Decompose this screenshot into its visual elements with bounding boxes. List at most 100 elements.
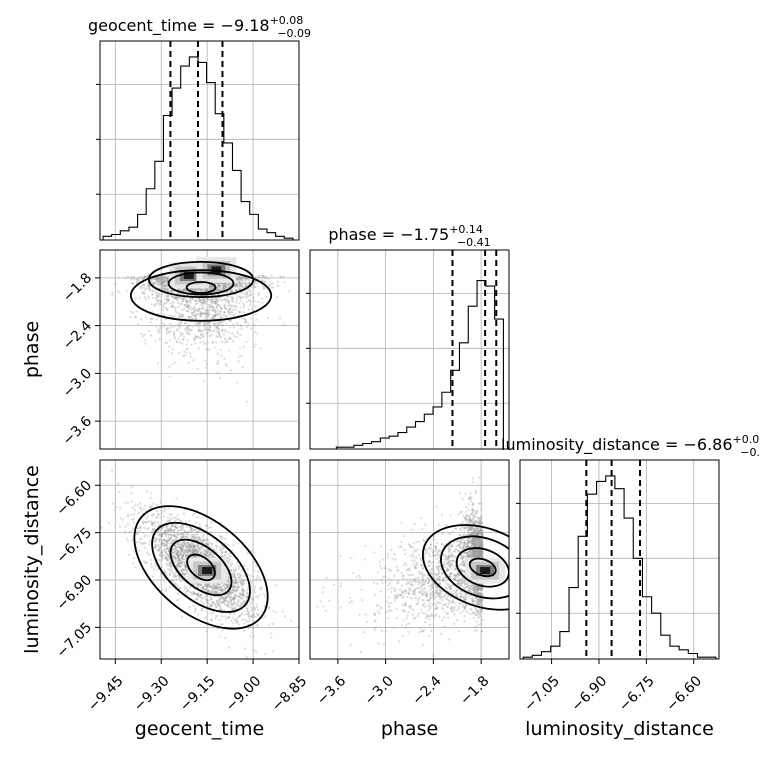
sample-point <box>232 585 235 588</box>
sample-point <box>182 551 186 554</box>
sample-point <box>200 313 203 316</box>
sample-point <box>166 295 169 299</box>
sample-point <box>247 322 250 326</box>
sample-point <box>189 544 192 548</box>
sample-point <box>161 276 164 279</box>
sample-point <box>168 534 171 537</box>
sample-point <box>165 278 168 281</box>
sample-point <box>186 541 189 544</box>
sample-point <box>166 295 169 298</box>
sample-point <box>282 323 285 326</box>
sample-point <box>190 545 193 548</box>
sample-point <box>216 352 220 356</box>
sample-point <box>207 526 211 529</box>
sample-point <box>149 334 153 337</box>
sample-point <box>138 296 141 299</box>
sample-point <box>177 559 180 563</box>
sample-point <box>111 291 114 294</box>
sample-point <box>240 569 243 572</box>
sample-point <box>206 315 209 319</box>
sample-point <box>153 281 157 284</box>
sample-point <box>155 290 158 294</box>
sample-point <box>229 337 232 340</box>
sample-point <box>218 583 221 586</box>
sample-point <box>184 299 188 303</box>
sample-point <box>167 289 170 292</box>
sample-point <box>185 569 188 572</box>
sample-point <box>229 303 232 307</box>
sample-point <box>194 544 197 547</box>
sample-point <box>158 327 162 330</box>
sample-point <box>217 287 220 290</box>
sample-point <box>194 288 197 292</box>
sample-point <box>133 277 136 281</box>
sample-point <box>136 322 140 326</box>
sample-point <box>151 282 155 285</box>
sample-point <box>219 597 222 601</box>
sample-point <box>219 600 222 603</box>
sample-point <box>256 613 259 616</box>
sample-point <box>215 289 219 292</box>
sample-point <box>211 612 214 615</box>
sample-point <box>252 615 255 618</box>
sample-point <box>176 551 179 554</box>
sample-point <box>156 537 159 540</box>
sample-point <box>209 288 212 291</box>
sample-point <box>227 560 231 563</box>
sample-point <box>210 618 213 622</box>
sample-point <box>220 284 224 287</box>
sample-point <box>169 302 172 305</box>
sample-point <box>176 592 180 596</box>
sample-point <box>171 524 174 527</box>
sample-point <box>175 578 178 581</box>
sample-point <box>240 604 243 607</box>
sample-point <box>171 348 174 351</box>
sample-point <box>165 556 168 559</box>
contour-level-1 <box>147 260 255 298</box>
sample-point <box>169 567 173 570</box>
sample-point <box>170 305 174 308</box>
sample-point <box>241 317 244 320</box>
sample-point <box>156 362 160 365</box>
sample-point <box>211 590 214 593</box>
sample-point <box>217 362 220 365</box>
sample-point <box>214 591 217 594</box>
sample-point <box>237 595 241 598</box>
sample-point <box>218 285 221 288</box>
sample-point <box>198 312 202 315</box>
sample-point <box>194 592 197 595</box>
sample-point <box>243 277 247 280</box>
sample-point <box>224 307 227 311</box>
sample-point <box>226 573 230 576</box>
sample-point <box>193 544 196 547</box>
sample-point <box>193 555 196 558</box>
sample-point <box>143 275 146 278</box>
sample-point <box>228 606 231 609</box>
sample-point <box>203 583 207 586</box>
sample-point <box>207 553 211 557</box>
sample-point <box>163 314 166 317</box>
sample-point <box>167 539 170 543</box>
sample-point <box>179 533 182 536</box>
sample-point <box>223 287 226 290</box>
sample-point <box>212 316 215 319</box>
sample-point <box>163 556 167 560</box>
sample-point <box>204 327 207 330</box>
sample-point <box>192 325 195 328</box>
sample-point <box>199 312 202 315</box>
sample-point <box>227 282 230 285</box>
sample-point <box>193 545 196 548</box>
sample-point <box>203 301 206 304</box>
sample-point <box>219 348 222 352</box>
sample-point <box>198 310 201 313</box>
sample-point <box>179 560 182 563</box>
sample-point <box>174 583 177 586</box>
sample-point <box>218 285 222 288</box>
sample-point <box>181 558 184 561</box>
sample-point <box>217 323 220 326</box>
sample-point <box>252 597 255 600</box>
sample-point <box>176 299 179 302</box>
sample-point <box>160 534 163 538</box>
sample-point <box>185 535 188 539</box>
sample-point <box>163 532 166 535</box>
